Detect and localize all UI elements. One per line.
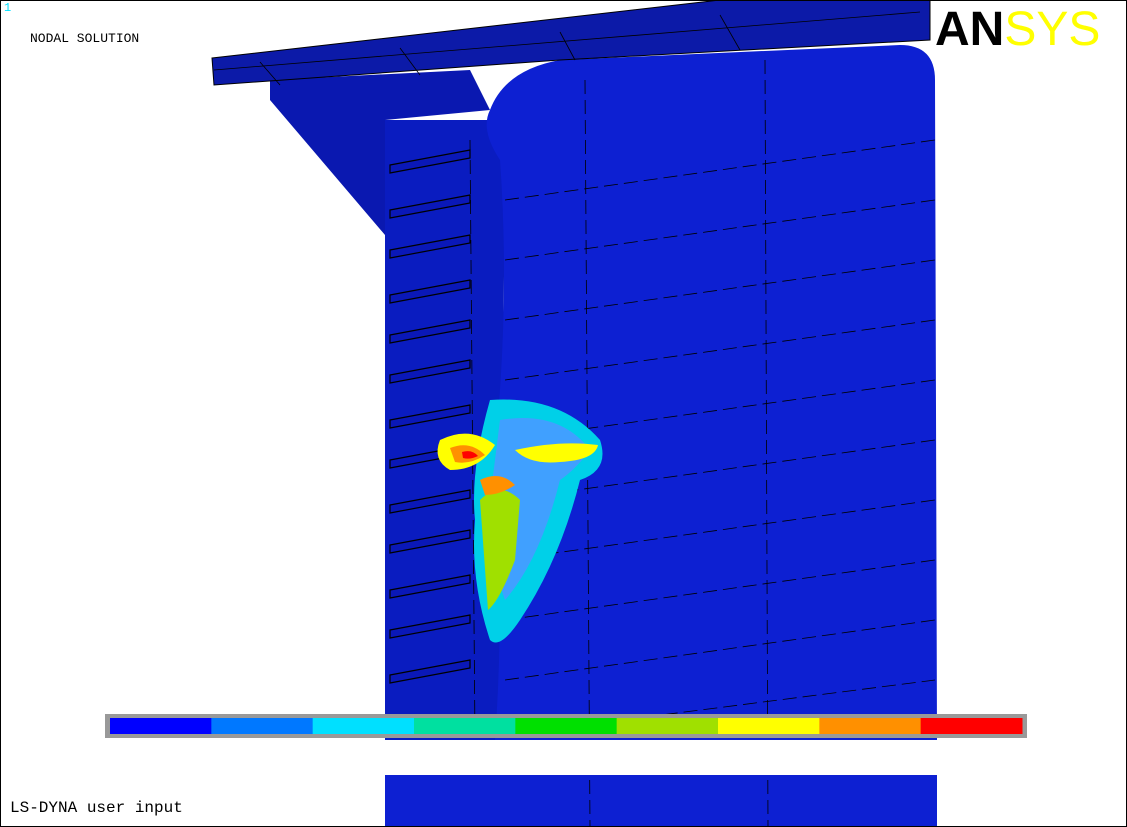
- legend: [110, 718, 1023, 734]
- legend-swatch: [414, 718, 516, 734]
- legend-swatch: [617, 718, 719, 734]
- legend-swatch: [819, 718, 921, 734]
- legend-swatch: [921, 718, 1023, 734]
- logo-left: AN: [935, 3, 1004, 56]
- window-number: 1: [4, 1, 11, 15]
- legend-band: [1, 740, 1126, 775]
- footer-text: LS-DYNA user input: [10, 799, 183, 817]
- legend-swatch: [313, 718, 415, 734]
- logo-right: SYS: [1004, 3, 1100, 56]
- viewport: 1 NODAL SOLUTION ANSYS LS-DYNA user inpu…: [0, 0, 1127, 827]
- legend-swatch: [211, 718, 313, 734]
- legend-swatch: [110, 718, 212, 734]
- legend-swatch: [515, 718, 617, 734]
- plot-title: NODAL SOLUTION: [30, 31, 139, 46]
- logo: ANSYS: [935, 3, 1100, 56]
- shell-panel-lower: [385, 775, 937, 827]
- legend-swatch: [718, 718, 820, 734]
